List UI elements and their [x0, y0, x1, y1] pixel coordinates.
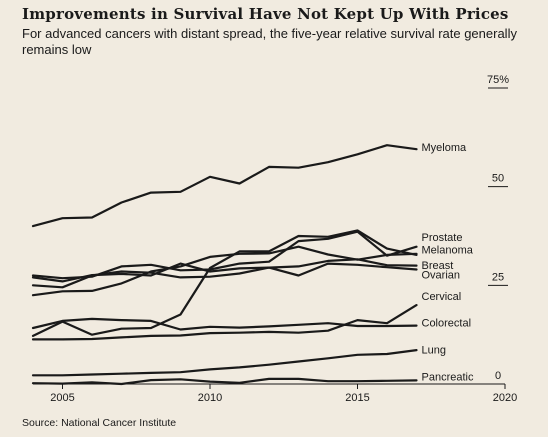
- x-tick-label: 2005: [50, 392, 74, 404]
- series-line-ovarian: [31, 262, 418, 283]
- series-line-unlabeled: [31, 377, 418, 386]
- series-line-breast: [31, 258, 418, 289]
- series-line-cervical: [31, 229, 418, 337]
- y-tick-label: 75%: [487, 74, 509, 86]
- series-line-pancreatic: [31, 349, 418, 377]
- series-label-lung: Lung: [422, 344, 446, 356]
- chart-subtitle: For advanced cancers with distant spread…: [22, 26, 517, 57]
- series-line-colorectal: [31, 317, 418, 331]
- source-note: Source: National Cancer Institute: [22, 417, 177, 429]
- series-label-cervical: Cervical: [422, 291, 462, 303]
- series-label-breast: Breast: [422, 260, 454, 272]
- series-line-myeloma: [31, 144, 418, 228]
- y-tick-label: 0: [495, 370, 501, 382]
- series-label-myeloma: Myeloma: [422, 142, 468, 154]
- series-label-melanoma: Melanoma: [422, 244, 474, 256]
- series-label-pancreatic: Pancreatic: [422, 372, 474, 384]
- x-tick-label: 2010: [198, 392, 222, 404]
- series-label-colorectal: Colorectal: [422, 317, 472, 329]
- series-line-lung: [31, 304, 418, 341]
- x-tick-label: 2015: [345, 392, 369, 404]
- y-tick-label: 50: [492, 173, 504, 185]
- series-label-ovarian: Ovarian: [422, 269, 461, 281]
- series-label-prostate: Prostate: [422, 232, 463, 244]
- x-tick-label: 2020: [493, 392, 517, 404]
- y-tick-label: 25: [492, 271, 504, 283]
- chart-title: Improvements in Survival Have Not Kept U…: [22, 5, 509, 23]
